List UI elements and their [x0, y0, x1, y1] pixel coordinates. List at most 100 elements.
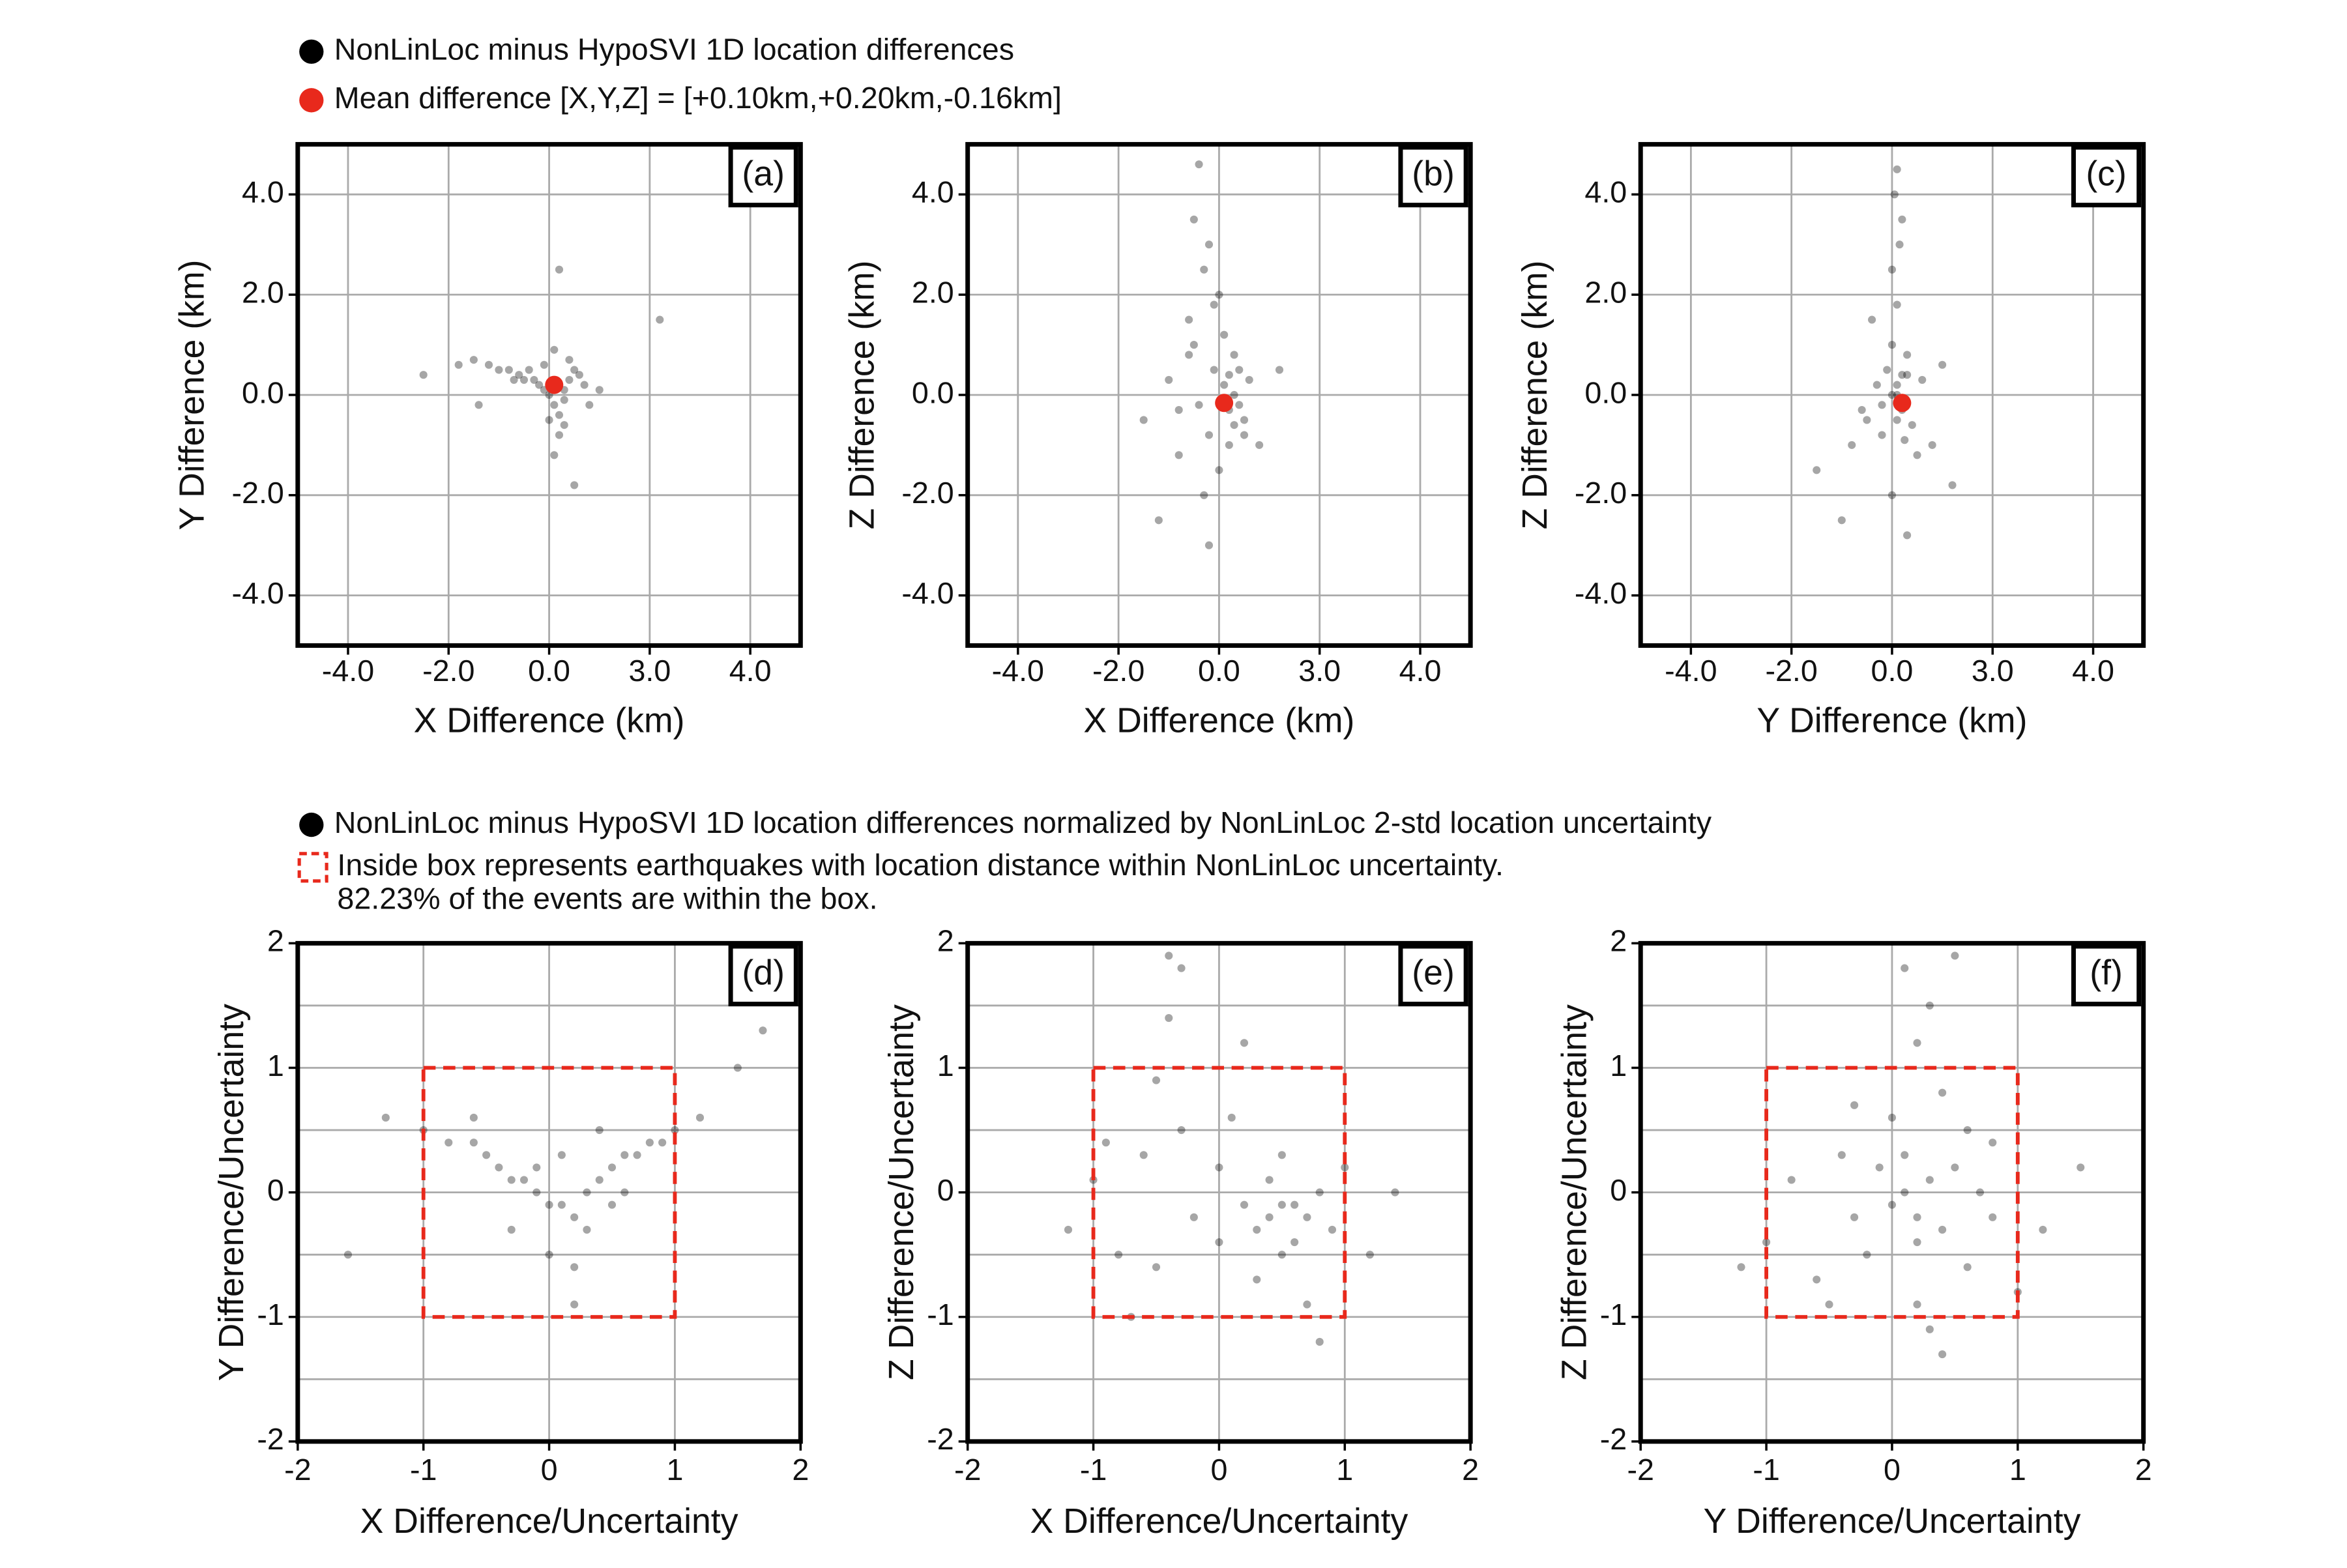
point: [525, 366, 533, 374]
point: [510, 375, 518, 384]
y-tick-label: 0.0: [1584, 375, 1627, 409]
point: [1277, 1251, 1286, 1259]
uncertainty-box: [1091, 1066, 1347, 1319]
x-tick-label: 2: [792, 1453, 809, 1487]
y-tick-label: 4.0: [242, 175, 284, 209]
x-tick-label: -1: [1080, 1453, 1107, 1487]
mean-point: [545, 375, 564, 394]
panel-label: (e): [1412, 953, 1455, 992]
point: [1863, 416, 1871, 424]
point: [1938, 1350, 1947, 1359]
x-tick-label: 3.0: [628, 654, 671, 688]
point: [469, 356, 478, 364]
point: [645, 1139, 654, 1147]
point: [560, 396, 568, 404]
point: [1215, 466, 1223, 474]
point: [1951, 951, 1959, 960]
panel-label-box: [1398, 145, 1468, 208]
point: [1220, 381, 1229, 389]
x-tick-label: -2: [1627, 1453, 1654, 1487]
x-tick-label: 1: [1336, 1453, 1353, 1487]
point: [1303, 1300, 1311, 1309]
x-tick-label: -4.0: [322, 654, 374, 688]
point: [656, 315, 664, 324]
point: [1888, 491, 1897, 499]
point: [557, 1151, 566, 1159]
point: [1893, 416, 1901, 424]
point: [1925, 1176, 1934, 1184]
point: [1901, 1188, 1909, 1197]
point: [1195, 160, 1203, 169]
point: [530, 375, 538, 384]
point: [1277, 1151, 1286, 1159]
point: [1189, 341, 1198, 349]
point: [1858, 406, 1866, 414]
point: [1174, 406, 1183, 414]
point: [1925, 1325, 1934, 1333]
point: [1863, 1251, 1871, 1259]
y-axis-label: Z Difference/Uncertainty: [1554, 1004, 1594, 1380]
panel: -4.0 -2.0 0.0 3.0 4.0 -4.0 -2.0 0.0 2.0 4.0 X Diff…: [172, 141, 803, 740]
point: [607, 1200, 617, 1209]
point: [1951, 1163, 1959, 1172]
y-tick-label: 0: [267, 1173, 284, 1207]
point: [1275, 366, 1284, 374]
frame: [965, 940, 1473, 1444]
point: [1888, 1113, 1897, 1122]
point: [519, 375, 529, 384]
point: [1165, 1013, 1173, 1023]
point: [1875, 1163, 1884, 1172]
point: [1315, 1188, 1324, 1197]
point: [1963, 1125, 1972, 1135]
point: [1989, 1213, 1997, 1221]
frame: [1638, 940, 2146, 1444]
point: [1837, 516, 1846, 525]
point: [519, 1176, 529, 1184]
point: [1215, 1163, 1223, 1172]
point: [575, 371, 583, 379]
point: [2077, 1163, 2085, 1172]
point: [469, 1139, 478, 1147]
point: [1185, 351, 1193, 359]
panel-label: (b): [1412, 154, 1455, 194]
panel-label: (c): [2086, 154, 2127, 194]
point: [1185, 315, 1193, 324]
point: [607, 1163, 617, 1172]
x-tick-label: 0: [1884, 1453, 1901, 1487]
point: [555, 431, 564, 439]
point: [1888, 265, 1897, 274]
point: [1963, 1263, 1972, 1271]
point: [1303, 1213, 1311, 1221]
point: [1938, 1088, 1947, 1097]
point: [658, 1139, 667, 1147]
point: [550, 345, 559, 354]
point: [1901, 1151, 1909, 1159]
point: [507, 1225, 516, 1234]
point: [570, 1263, 579, 1271]
point: [1101, 1139, 1110, 1147]
point: [555, 265, 564, 274]
y-tick-label: 2: [1610, 924, 1627, 958]
legend-box-marker: [297, 852, 328, 883]
point: [1265, 1213, 1274, 1221]
y-tick-label: 2.0: [1584, 275, 1627, 309]
frame: [295, 141, 803, 648]
point: [1813, 466, 1821, 474]
point: [495, 1163, 503, 1172]
point: [570, 1213, 579, 1221]
point: [1913, 1039, 1921, 1047]
point: [633, 1151, 641, 1159]
point: [1989, 1139, 1997, 1147]
y-tick-label: 0.0: [912, 375, 954, 409]
point: [1848, 441, 1856, 449]
x-tick-label: 4.0: [1399, 654, 1442, 688]
y-axis-label: Y Difference (km): [172, 259, 211, 530]
point: [1177, 1125, 1186, 1135]
legend-label: Mean difference [X,Y,Z] = [+0.10km,+0.20…: [334, 81, 1062, 115]
point: [1139, 1151, 1148, 1159]
point: [1210, 366, 1218, 374]
panel: -2 -1 0 1 2 -2 -1 0 1 2 X Difference/Uncertainty Y …: [212, 924, 809, 1541]
point: [1200, 491, 1208, 499]
point: [1901, 964, 1909, 972]
point: [1204, 541, 1214, 549]
